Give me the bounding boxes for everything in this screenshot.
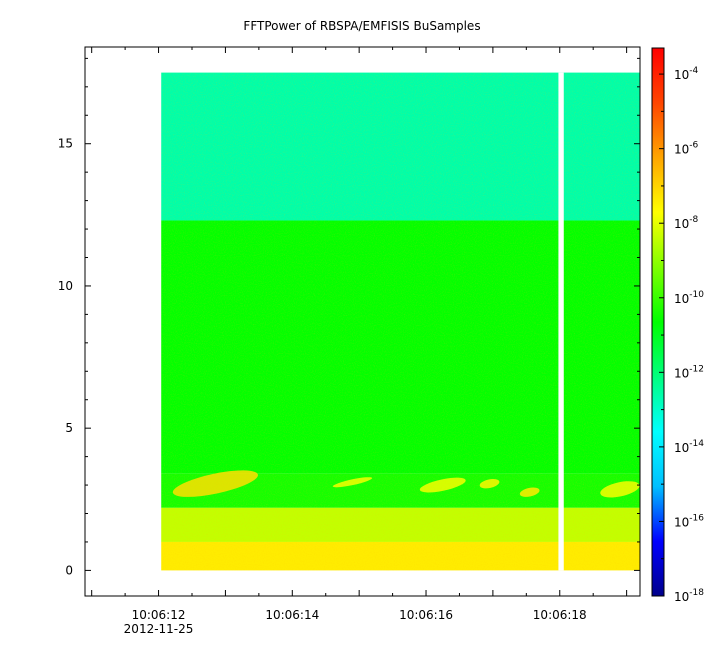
colorbar <box>651 47 665 597</box>
x-axis-date-label: 2012-11-25 <box>124 622 194 636</box>
colorbar-tick-label: 10-10 <box>674 290 704 306</box>
chart-title: FFTPower of RBSPA/EMFISIS BuSamples <box>243 19 480 33</box>
x-tick-label: 10:06:16 <box>399 608 453 622</box>
y-tick-label: 0 <box>65 563 73 577</box>
y-tick-label: 15 <box>58 137 73 151</box>
plot-area <box>161 72 640 571</box>
noise-texture <box>161 72 640 571</box>
x-tick-label: 10:06:14 <box>265 608 319 622</box>
colorbar-tick-label: 10-14 <box>674 439 704 455</box>
colorbar-tick-label: 10-4 <box>674 66 699 82</box>
colorbar-tick-label: 10-18 <box>674 588 704 604</box>
data-gap <box>558 72 564 571</box>
y-tick-label: 5 <box>65 421 73 435</box>
colorbar-tick-label: 10-12 <box>674 364 704 380</box>
x-tick-label: 10:06:12 <box>132 608 186 622</box>
y-tick-label: 10 <box>58 279 73 293</box>
plot-frame <box>84 46 641 597</box>
colorbar-tick-label: 10-16 <box>674 513 704 529</box>
x-tick-label: 10:06:18 <box>533 608 587 622</box>
colorbar-tick-label: 10-6 <box>674 141 699 157</box>
colorbar-tick-label: 10-8 <box>674 215 699 231</box>
